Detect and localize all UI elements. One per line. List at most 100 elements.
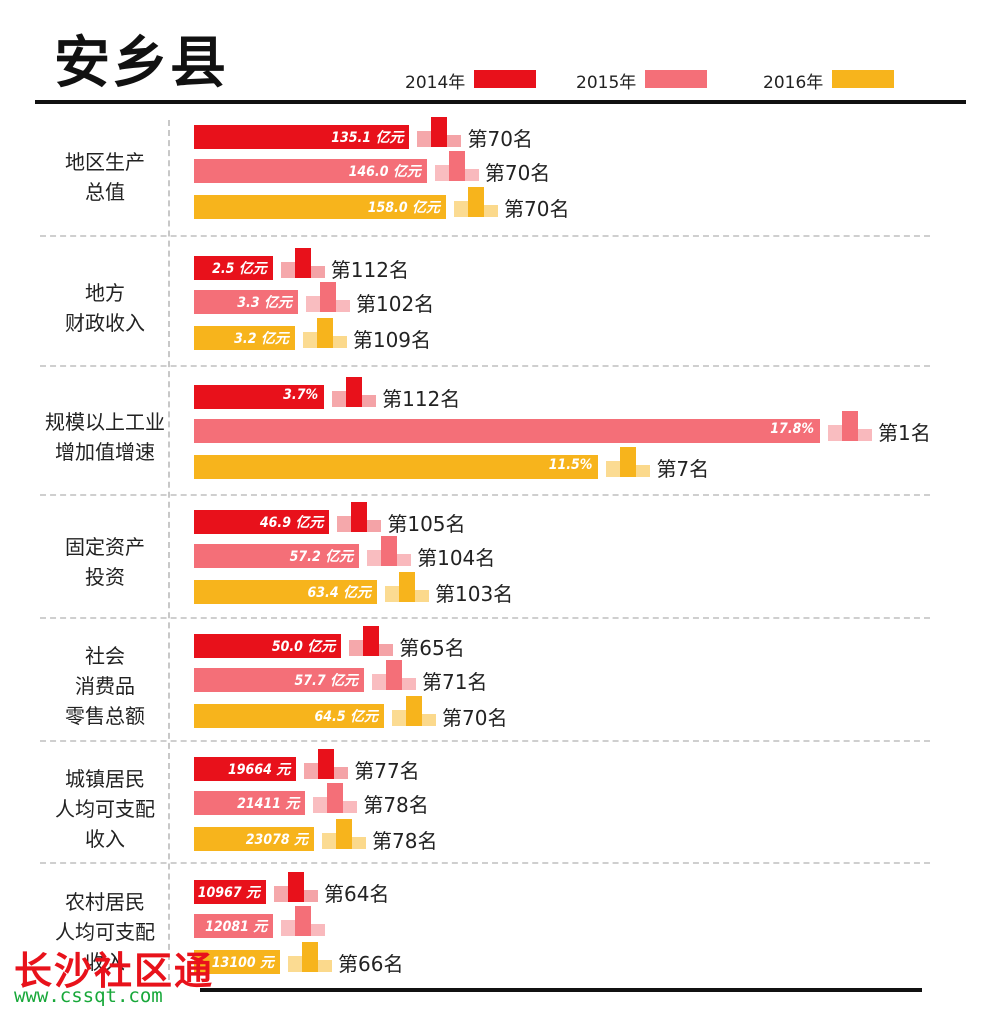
rank-bars-icon [281,906,327,936]
rank-bars-icon [385,572,431,602]
category-label-line: 人均可支配 [55,920,155,944]
bar-value-label: 17.8% [770,421,814,437]
rank-label: 第78名 [372,829,438,853]
watermark-url: www.cssqt.com [14,985,163,1007]
category-label-line: 固定资产 [65,535,145,559]
bar-value-label: 13100 元 [211,955,274,971]
rank-label: 第78名 [363,793,429,817]
bar-value-label: 57.7 亿元 [294,673,358,689]
rank-bars-icon [392,696,438,726]
bar-value-label: 21411 元 [237,796,300,812]
category-label-line: 人均可支配 [55,797,155,821]
rank-bars-icon [828,411,874,441]
group-divider [40,494,930,496]
rank-bars-icon [306,282,352,312]
bar-2016: 64.5 亿元 [194,704,384,728]
category-label: 农村居民人均可支配收入 [30,887,180,977]
bar-2014: 3.7% [194,385,325,409]
bar-value-label: 3.3 亿元 [237,295,292,311]
group-divider [40,365,930,367]
rank-label: 第64名 [323,882,390,906]
top-rule [35,100,966,104]
bar-value-label: 19664 元 [228,762,291,778]
bar-2014: 10967 元 [194,880,266,904]
category-label-line: 农村居民 [65,890,145,914]
bar-2014: 46.9 亿元 [194,510,330,534]
category-label-line: 收入 [85,827,125,851]
group-divider [40,740,930,742]
bar-value-label: 46.9 亿元 [259,515,324,531]
rank-label: 第71名 [421,670,488,694]
legend-label: 2015年 [576,73,637,93]
bar-2015: 57.2 亿元 [194,544,360,568]
bar-2014: 135.1 亿元 [194,125,410,149]
rank-bars-icon [371,660,418,690]
category-separator-line [168,120,170,980]
bar-2016: 3.2 亿元 [194,326,295,350]
rank-bars-icon [304,749,350,779]
bar-2016: 23078 元 [194,827,314,851]
rank-bars-icon [434,151,481,181]
category-label: 社会 消费品 零售总额 [30,641,180,731]
category-label-line: 城镇居民 [65,767,145,791]
category-label-line: 增加值增速 [55,440,155,464]
rank-label: 第7名 [656,457,710,481]
bar-value-label: 158.0 亿元 [367,200,440,216]
rank-label: 第105名 [387,512,466,536]
bar-2014: 19664 元 [194,757,297,781]
bar-2015: 57.7 亿元 [194,668,364,692]
bar-value-label: 11.5% [548,457,593,473]
rank-label: 第112名 [330,258,409,282]
legend-label: 2016年 [763,73,824,93]
bar-value-label: 64.5 亿元 [314,709,378,725]
rank-label: 第66名 [338,952,404,976]
category-label-line: 总值 [85,180,125,204]
bar-2015: 17.8% [194,419,820,443]
bar-2015: 3.3 亿元 [194,290,298,314]
rank-bars-icon [337,502,383,532]
rank-label: 第1名 [878,421,931,445]
rank-bars-icon [417,117,463,147]
bar-2015: 12081 元 [194,914,274,938]
bar-value-label: 23078 元 [245,832,308,848]
rank-bars-icon [454,187,500,217]
category-label: 规模以上工业 增加值增速 [30,407,180,467]
rank-bars-icon [288,942,334,972]
bar-2016: 63.4 亿元 [194,580,377,604]
group-divider [40,235,930,237]
rank-label: 第70名 [467,127,533,151]
rank-label: 第102名 [356,292,435,316]
category-label-line: 地区生产 [65,150,145,174]
category-label-line: 社会 [85,644,125,668]
category-label: 地方 财政收入 [30,278,180,338]
rank-bars-icon [332,377,378,407]
category-label: 固定资产 投资 [30,532,180,592]
rank-bars-icon [606,447,652,477]
category-label-line: 零售总额 [65,704,145,728]
bar-value-label: 3.2 亿元 [234,331,289,347]
rank-label: 第104名 [417,546,496,570]
category-label-line: 规模以上工业 [45,410,165,434]
bar-2016: 158.0 亿元 [194,195,446,219]
bar-value-label: 12081 元 [205,919,268,935]
rank-label: 第103名 [435,582,514,606]
rank-bars-icon [367,536,413,566]
bar-2015: 21411 元 [194,791,306,815]
rank-label: 第70名 [484,161,551,185]
bar-2016: 11.5% [194,455,599,479]
rank-label: 第70名 [504,197,570,221]
bar-value-label: 50.0 亿元 [271,639,336,655]
bar-2014: 2.5 亿元 [194,256,273,280]
rank-bars-icon [313,783,359,813]
category-label-line: 投资 [85,565,125,589]
rank-bars-icon [349,626,395,656]
category-label-line: 收入 [85,950,125,974]
rank-label: 第109名 [352,328,432,352]
category-label-line: 消费品 [75,674,135,698]
category-label: 地区生产 总值 [30,147,180,207]
bar-2015: 146.0 亿元 [194,159,427,183]
bar-value-label: 57.2 亿元 [289,549,354,565]
legend-swatch [832,70,894,88]
group-divider [40,617,930,619]
